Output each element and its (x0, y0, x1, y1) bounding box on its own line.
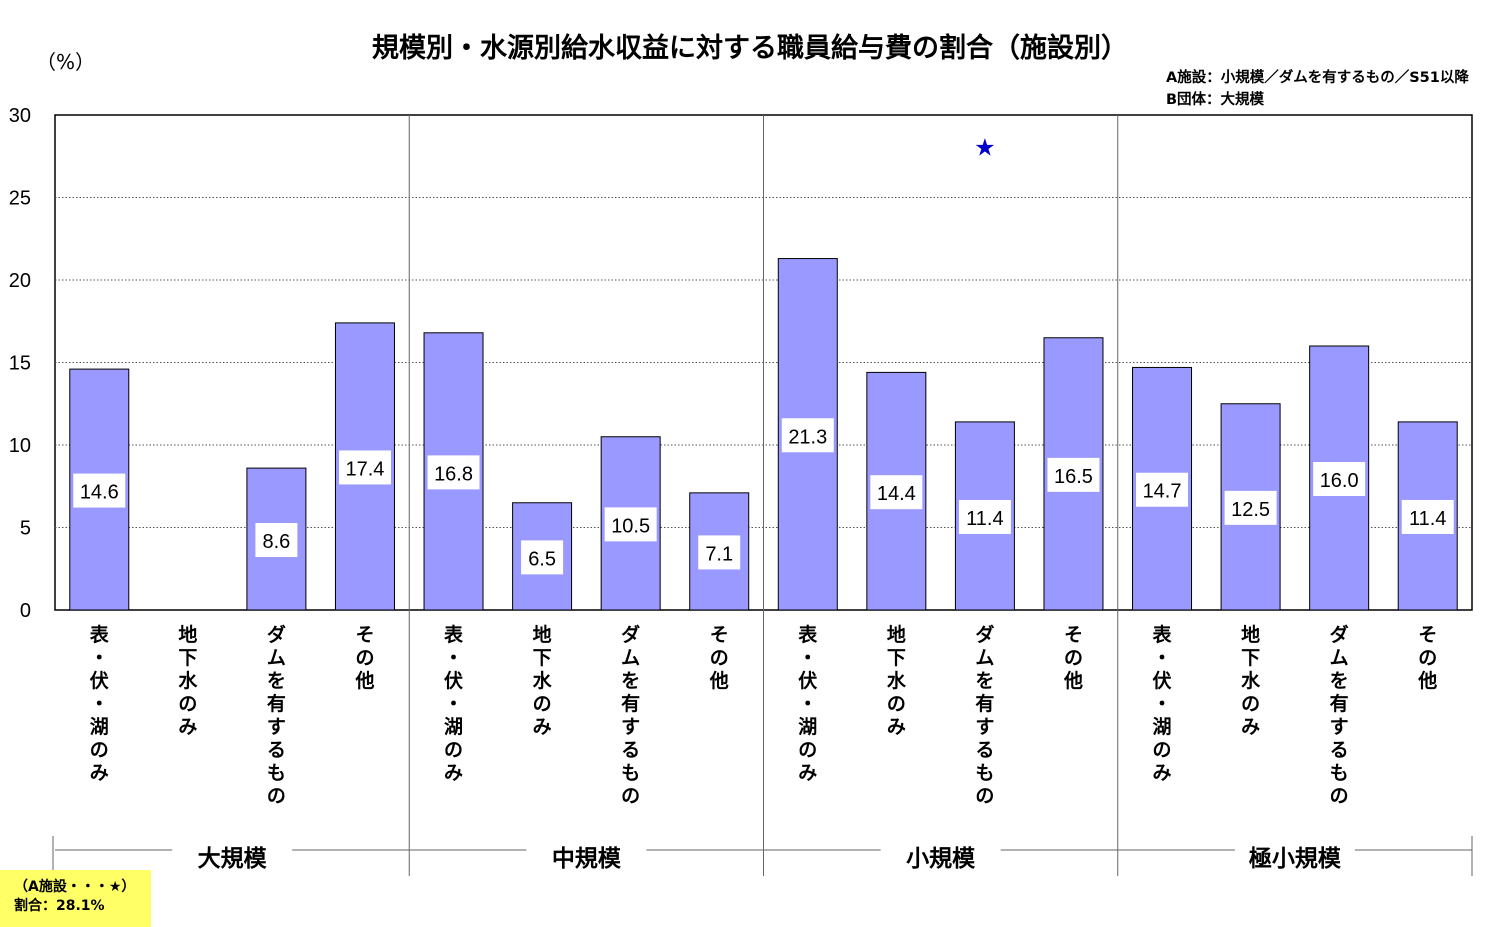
y-tick-label: 5 (20, 518, 31, 540)
group-label: 中規模 (552, 846, 622, 872)
category-label: 地下水のみ (887, 623, 907, 738)
callout-line-1: （A施設・・・★） (14, 879, 136, 895)
data-label-box (1136, 472, 1189, 507)
category-label: その他 (709, 624, 729, 692)
data-label: 21.3 (788, 426, 827, 448)
data-label-box (1313, 462, 1366, 496)
category-label: 地下水のみ (533, 623, 553, 738)
data-label-box (73, 473, 126, 508)
chart-title: 規模別・水源別給水収益に対する職員給与費の割合（施設別） (372, 33, 1128, 64)
note-b-entity: B団体：大規模 (1166, 92, 1265, 108)
data-label-box (604, 507, 657, 542)
callout-line-2: 割合：28.1% (14, 898, 105, 914)
data-label-box (781, 418, 834, 453)
y-axis-unit-label: （%） (36, 50, 96, 74)
callout-box: （A施設・・・★） 割合：28.1% (0, 870, 151, 927)
category-label: ダムを有するもの (1330, 623, 1349, 807)
category-label: 表・伏・湖のみ (90, 623, 110, 784)
data-label-box (1047, 457, 1100, 492)
group-label: 大規模 (198, 846, 268, 872)
data-label-box (870, 475, 923, 510)
data-label: 16.0 (1320, 470, 1359, 492)
category-label: 地下水のみ (1241, 623, 1261, 738)
group-label: 小規模 (906, 846, 976, 872)
category-label: 地下水のみ (178, 623, 198, 738)
data-label: 11.4 (966, 508, 1003, 530)
category-label: その他 (354, 624, 374, 692)
data-label: 14.4 (877, 483, 916, 505)
data-label: 6.5 (528, 548, 556, 570)
category-label: ダムを有するもの (267, 623, 286, 807)
category-label: ダムを有するもの (975, 623, 994, 807)
y-tick-label: 25 (9, 188, 31, 210)
data-label-box (427, 455, 480, 490)
data-label-box (1224, 490, 1277, 525)
star-marker: ★ (974, 133, 996, 161)
data-label-box (958, 499, 1011, 534)
data-label: 17.4 (346, 458, 385, 480)
y-tick-label: 15 (9, 353, 31, 375)
data-label: 16.8 (434, 463, 473, 485)
y-tick-label: 20 (9, 270, 31, 292)
y-tick-label: 0 (20, 600, 31, 622)
category-label: 表・伏・湖のみ (798, 623, 818, 784)
y-tick-label: 30 (9, 105, 31, 127)
data-label-box (521, 540, 564, 575)
data-label: 16.5 (1054, 466, 1093, 488)
category-label: 表・伏・湖のみ (1153, 623, 1173, 784)
category-label: 表・伏・湖のみ (444, 623, 464, 784)
category-label: その他 (1417, 624, 1437, 692)
category-label: その他 (1063, 624, 1083, 692)
group-label: 極小規模 (1249, 845, 1342, 872)
data-label: 8.6 (263, 531, 291, 553)
data-label: 12.5 (1231, 499, 1270, 521)
note-a-facility: A施設：小規模／ダムを有するもの／S51以降 (1166, 70, 1469, 86)
data-label-box (698, 535, 741, 570)
data-label: 10.5 (611, 515, 650, 537)
category-label: ダムを有するもの (621, 623, 640, 807)
data-label: 7.1 (705, 543, 733, 565)
data-label: 14.6 (80, 482, 119, 504)
data-label: 11.4 (1409, 508, 1446, 530)
data-label-box (1401, 499, 1454, 534)
data-label-box (255, 523, 298, 558)
y-tick-label: 10 (9, 435, 31, 457)
data-label: 14.7 (1143, 481, 1182, 503)
data-label-box (338, 450, 391, 485)
